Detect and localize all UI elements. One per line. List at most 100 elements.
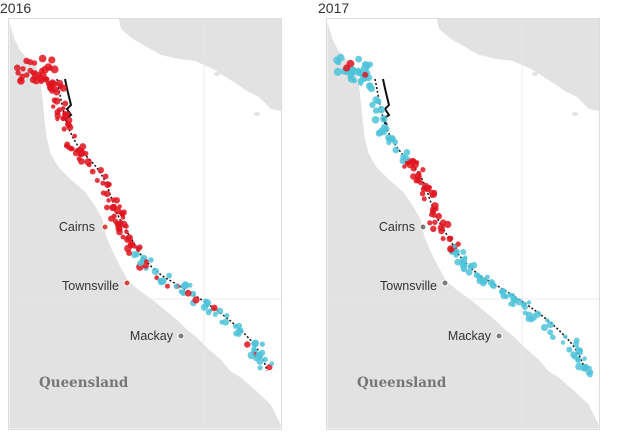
mackay-label: Mackay [130,329,174,343]
bleaching-survey-dot [503,294,509,300]
island [245,41,253,47]
bleaching-survey-dot [463,255,468,260]
bleaching-survey-dot [100,180,106,186]
bleaching-survey-dot [480,277,488,285]
bleaching-survey-dot [184,290,192,297]
bleaching-survey-dot [100,190,106,196]
bleaching-survey-dot [203,301,210,308]
bleaching-survey-dot [375,98,382,105]
bleaching-survey-dot [465,268,473,276]
townsville-marker [123,279,131,287]
bleaching-survey-dot [444,220,452,229]
bleaching-survey-dot [372,107,380,114]
bleaching-survey-dot [235,331,242,337]
bleaching-survey-dot [362,71,369,78]
bleaching-survey-dot [97,167,105,174]
bleaching-survey-dot [187,282,193,288]
island [582,62,588,66]
bleaching-survey-dot [251,339,259,347]
bleaching-survey-dot [117,204,122,209]
queensland-label: Queensland [357,375,447,391]
bleaching-survey-dot [550,334,556,341]
bleaching-survey-dot [430,225,437,232]
island [532,72,538,76]
bleaching-survey-dot [336,53,345,62]
bleaching-survey-dot [413,178,419,184]
bleaching-survey-dot [405,160,411,166]
bleaching-survey-dot [244,341,251,348]
bleaching-survey-dot [540,323,549,332]
bleaching-survey-dot [62,100,69,107]
bleaching-survey-dot [64,141,71,148]
bleaching-survey-dot [137,260,144,267]
island [219,51,229,57]
bleaching-survey-dot [216,307,224,315]
reef-map-svg: Cairns Townsville Mackay Queensland [327,19,599,429]
bleaching-survey-dot [134,251,140,258]
bleaching-survey-dot [455,241,461,247]
bleaching-survey-dot [526,300,532,305]
bleaching-survey-dot [420,186,427,193]
bleaching-survey-dot [148,257,154,263]
bleaching-survey-dot [363,62,371,70]
island [572,112,578,116]
bleaching-survey-dot [460,249,467,255]
bleaching-survey-dot [15,70,21,76]
bleaching-survey-dot [452,244,457,249]
map-panel-2016: 2016 Cairns Tow [0,0,290,436]
bleaching-survey-dot [560,340,566,345]
townsville-label: Townsville [380,279,437,293]
bleaching-survey-dot [547,329,554,336]
mackay-marker [495,332,503,340]
bleaching-survey-dot [66,124,74,131]
bleaching-survey-dot [54,112,61,119]
bleaching-survey-dot [573,340,580,347]
new-guinea-landmass [119,19,281,111]
map-panel-2017: 2017 Cairns Townsville Mackay Queensla [318,0,608,436]
bleaching-survey-dot [102,173,109,180]
bleaching-survey-dot [48,56,56,64]
bleaching-survey-dot [570,351,577,359]
bleaching-survey-dot [419,190,426,197]
queensland-landmass [9,19,281,429]
bleaching-survey-dot [181,282,189,290]
bleaching-survey-dot [510,296,518,304]
bleaching-survey-dot [29,76,37,84]
bleaching-survey-dot [38,54,47,63]
cairns-marker [419,223,427,231]
island [254,112,260,116]
bleaching-survey-dot [333,67,342,76]
bleaching-survey-dot [575,356,582,363]
bleaching-survey-dot [128,243,134,249]
bleaching-survey-dot [247,351,256,360]
bleaching-survey-dot [389,135,395,141]
bleaching-survey-dot [109,204,117,212]
bleaching-survey-dot [51,97,58,103]
bleaching-survey-dot [269,361,275,366]
bleaching-survey-dot [113,197,121,204]
bleaching-survey-dot [380,123,388,131]
bleaching-survey-dot [440,236,446,242]
mackay-label: Mackay [448,329,492,343]
island [264,62,270,66]
island [537,51,547,57]
cairns-label: Cairns [379,220,415,234]
island [592,95,598,99]
bleaching-survey-dot [104,181,111,189]
bleaching-survey-dot [435,212,442,220]
bleaching-survey-dot [222,318,230,326]
bleaching-survey-dot [420,167,426,173]
bleaching-survey-dot [80,148,85,153]
bleaching-survey-dot [27,67,34,74]
island [274,95,280,99]
bleaching-survey-dot [31,60,38,66]
bleaching-survey-dot [403,149,411,156]
bleaching-survey-dot [355,55,363,63]
bleaching-survey-dot [350,67,358,76]
bleaching-survey-dot [157,277,163,283]
bleaching-survey-dot [224,313,230,319]
bleaching-survey-dot [124,229,129,235]
bleaching-survey-dot [144,259,149,264]
bleaching-survey-dot [72,133,77,139]
bleaching-survey-dot [421,196,427,202]
